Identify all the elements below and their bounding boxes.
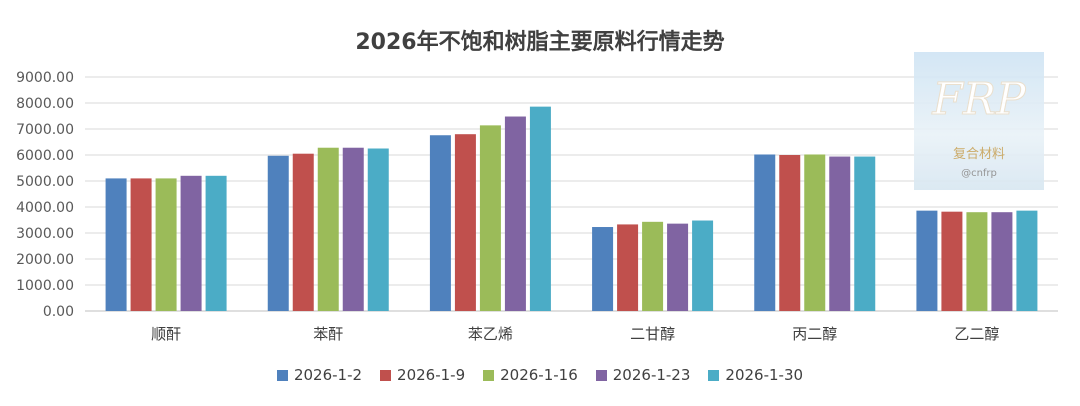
bar	[592, 227, 614, 311]
bar	[429, 135, 451, 311]
bar	[317, 147, 339, 311]
legend-swatch	[276, 369, 288, 381]
x-tick-label: 二甘醇	[630, 325, 675, 343]
legend-item: 2026-1-2	[276, 366, 363, 384]
y-tick-label: 7000.00	[16, 122, 74, 138]
bar	[479, 125, 501, 311]
y-tick-label: 8000.00	[16, 96, 74, 112]
bar	[667, 223, 689, 311]
legend-item: 2026-1-9	[380, 366, 465, 384]
bar	[779, 155, 801, 311]
y-tick-label: 9000.00	[16, 70, 74, 86]
legend-swatch	[380, 369, 392, 381]
bar	[916, 210, 938, 311]
y-tick-label: 3000.00	[16, 226, 74, 242]
bar	[854, 156, 876, 311]
legend-label: 2026-1-16	[500, 366, 578, 384]
x-tick-label: 丙二醇	[792, 325, 837, 343]
bar	[829, 156, 851, 311]
y-tick-label: 2000.00	[16, 252, 74, 268]
legend-label: 2026-1-30	[725, 366, 804, 384]
bar	[267, 155, 289, 311]
x-tick-label: 苯乙烯	[468, 325, 513, 343]
legend-item: 2026-1-30	[708, 366, 803, 384]
legend-swatch	[483, 369, 495, 381]
bar	[692, 220, 714, 311]
bar	[130, 178, 152, 311]
bar	[180, 175, 202, 311]
x-tick-label: 顺酐	[151, 325, 181, 343]
bar	[642, 221, 664, 311]
bar	[292, 153, 314, 311]
bar	[155, 178, 177, 311]
y-tick-label: 4000.00	[16, 200, 74, 216]
bar	[529, 106, 551, 311]
svg-text:复合材料: 复合材料	[953, 147, 1005, 162]
bar	[991, 212, 1013, 311]
frp-logo-watermark: FRP 复合材料 @cnfrp	[914, 52, 1044, 190]
svg-text:FRP: FRP	[931, 74, 1027, 125]
bar	[941, 211, 963, 311]
bar	[504, 116, 526, 312]
y-tick-label: 5000.00	[16, 174, 74, 190]
bar	[754, 154, 776, 311]
legend-label: 2026-1-9	[397, 366, 466, 384]
bar	[617, 224, 639, 311]
chart-legend: 2026-1-2 2026-1-9 2026-1-16 2026-1-23 2026-1…	[0, 366, 1080, 384]
chart-title: 2026年不饱和树脂主要原料行情走势	[355, 30, 725, 55]
bar	[105, 178, 127, 311]
frp-logo-icon: FRP 复合材料 @cnfrp	[931, 74, 1028, 180]
bar	[454, 134, 476, 311]
legend-label: 2026-1-2	[293, 366, 363, 384]
y-tick-label: 1000.00	[16, 278, 74, 294]
x-tick-label: 乙二醇	[954, 325, 999, 343]
bar	[205, 175, 227, 311]
y-tick-label: 6000.00	[16, 148, 74, 164]
bar	[804, 154, 826, 311]
legend-item: 2026-1-23	[595, 366, 691, 384]
legend-label: 2026-1-23	[612, 366, 691, 384]
y-tick-label: 0.00	[43, 304, 74, 320]
svg-text:@cnfrp: @cnfrp	[961, 168, 997, 179]
legend-item: 2026-1-16	[483, 366, 578, 384]
bar	[1016, 210, 1038, 311]
bar	[367, 148, 389, 311]
bar	[342, 147, 364, 311]
legend-swatch	[708, 369, 720, 381]
legend-swatch	[595, 369, 607, 381]
bar	[966, 212, 988, 311]
x-tick-label: 苯酐	[313, 325, 343, 343]
